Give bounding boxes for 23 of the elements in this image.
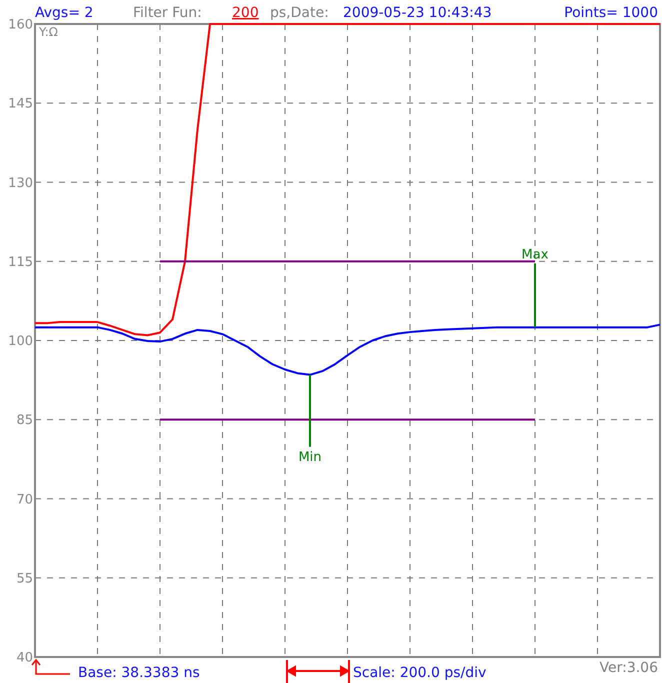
y-tick-label: 85 <box>16 413 33 428</box>
y-tick-label: 100 <box>8 334 33 350</box>
line-series <box>34 324 661 376</box>
y-tick-label: 145 <box>8 96 33 112</box>
line-series <box>34 23 661 336</box>
text: Ver:3.06 <box>599 660 658 676</box>
text: Filter Fun: <box>133 5 202 21</box>
y-tick-label: 40 <box>16 650 33 666</box>
y-tick-label: 115 <box>8 254 33 270</box>
text: 200 <box>232 5 259 21</box>
text: Base: 38.3383 ns <box>78 665 200 681</box>
y-tick-label: 160 <box>8 18 33 33</box>
text: Points= 1000 <box>564 5 658 21</box>
annotation: Max <box>522 247 549 262</box>
y-tick-label: 70 <box>16 492 33 508</box>
y-tick-label: 130 <box>8 176 33 191</box>
y-tick-label: 55 <box>16 571 33 586</box>
y-axis-title: Y:Ω <box>38 25 58 39</box>
text: Scale: 200.0 ps/div <box>353 665 486 681</box>
text: ps,Date: <box>270 5 329 21</box>
annotation: Min <box>298 450 322 465</box>
text: Avgs= 2 <box>35 5 94 21</box>
text: 2009-05-23 10:43:43 <box>343 5 492 21</box>
